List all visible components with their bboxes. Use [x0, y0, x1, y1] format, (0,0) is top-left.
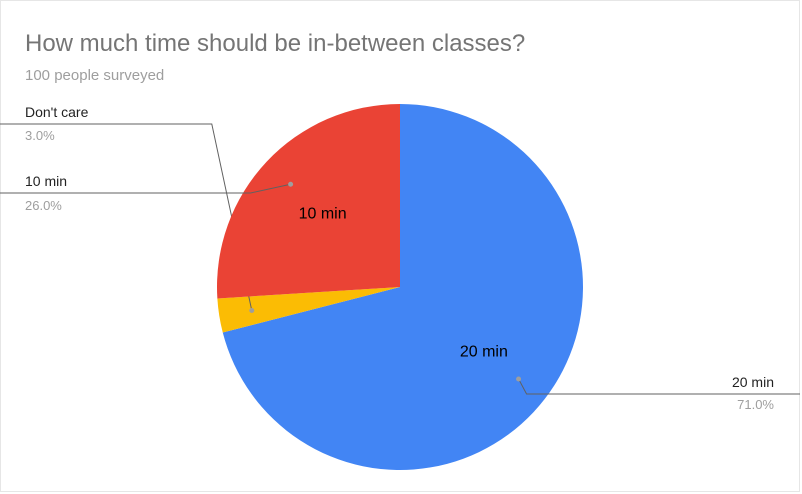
callout-line-10-min — [0, 183, 291, 194]
callout-label-10-min: 10 min — [25, 173, 67, 189]
slice-inner-label-10-min: 10 min — [299, 206, 347, 223]
callout-dot-20-min — [516, 376, 522, 382]
callout-dot-10-min — [288, 181, 294, 187]
pie-slice-10-min[interactable] — [217, 104, 400, 299]
callout-label-don-t-care: Don't care — [25, 104, 89, 120]
callout-percent-20-min: 71.0% — [737, 397, 774, 412]
chart-title: How much time should be in-between class… — [25, 30, 526, 57]
callout-label-20-min: 20 min — [732, 374, 774, 390]
callout-line-20-min — [518, 378, 800, 395]
pie-slice-don-t-care[interactable] — [217, 287, 400, 333]
callout-percent-don-t-care: 3.0% — [25, 128, 55, 143]
callout-percent-10-min: 26.0% — [25, 198, 62, 213]
slice-inner-label-20-min: 20 min — [460, 343, 508, 360]
chart-subtitle: 100 people surveyed — [25, 67, 165, 84]
pie-slice-20-min[interactable] — [222, 104, 584, 470]
callout-line-don-t-care — [0, 123, 253, 311]
callout-dot-don-t-care — [249, 307, 255, 313]
